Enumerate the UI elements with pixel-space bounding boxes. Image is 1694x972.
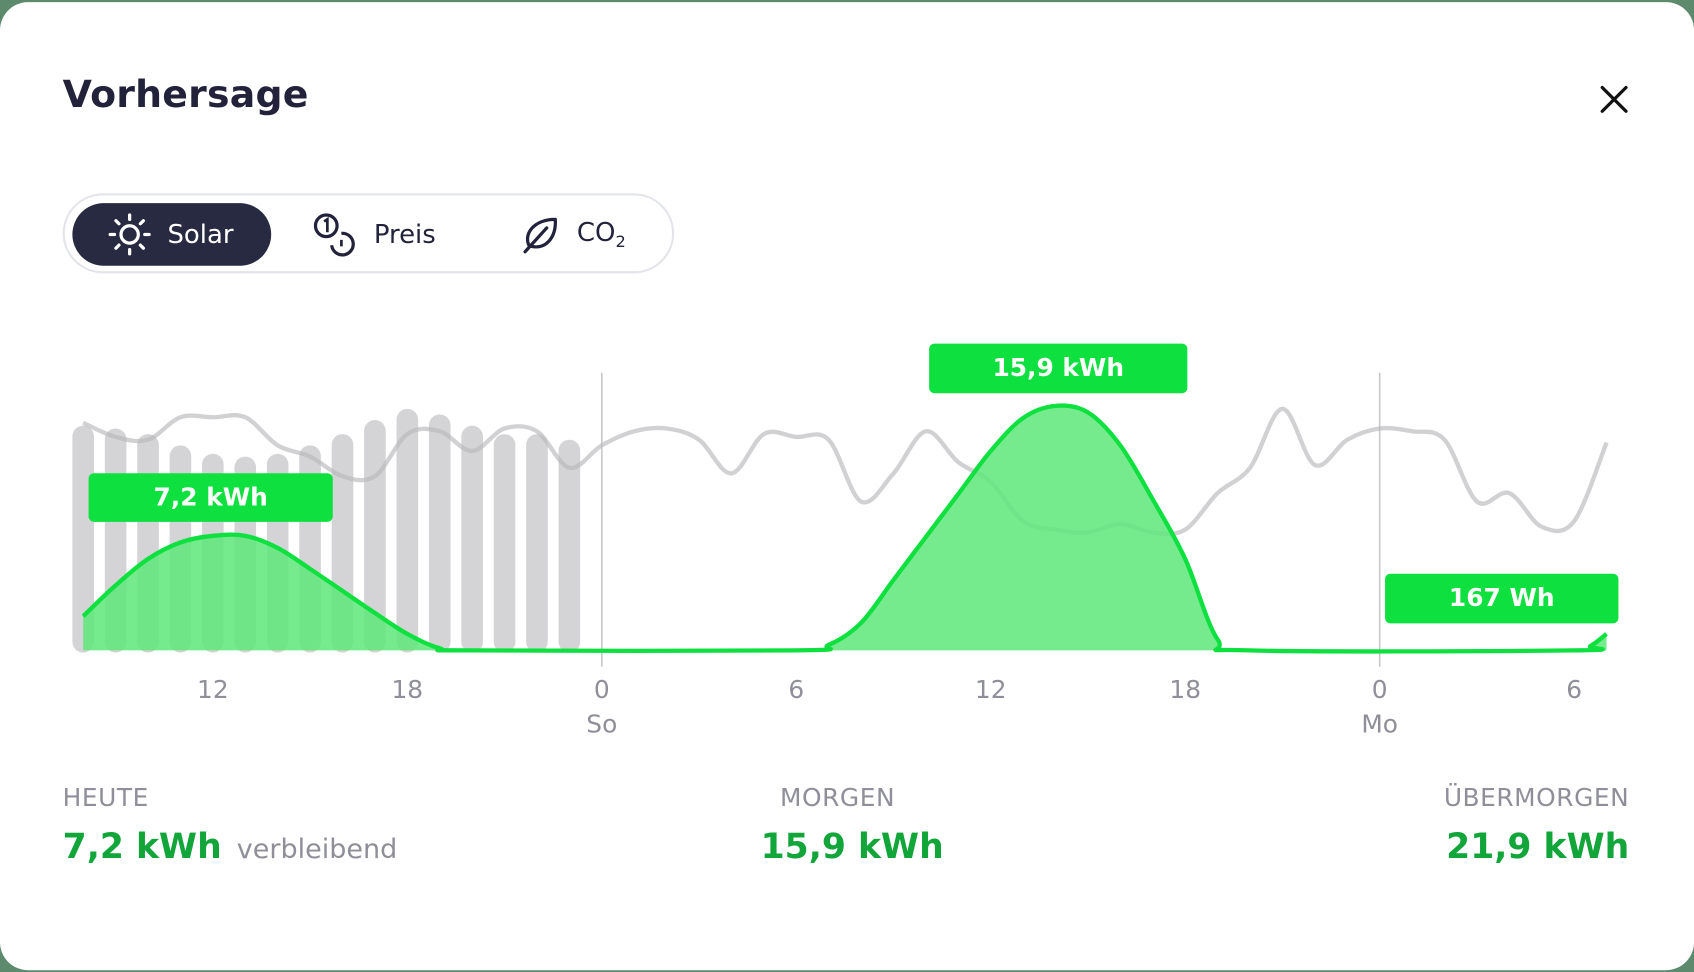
tab-solar-label: Solar bbox=[167, 219, 234, 250]
x-tick-label: 12 bbox=[974, 676, 1007, 705]
tab-solar[interactable]: Solar bbox=[72, 203, 272, 266]
x-tick-label: 6 bbox=[788, 676, 805, 705]
x-day-label: So bbox=[586, 710, 618, 739]
reference-line bbox=[82, 406, 1609, 536]
annotation-today: 7,2 kWh bbox=[88, 473, 333, 522]
summary-day-after-value: 21,9 kWh bbox=[1446, 825, 1630, 867]
summary-tomorrow-label: MORGEN bbox=[780, 784, 896, 813]
summary-day-after-label: ÜBERMORGEN bbox=[1443, 784, 1630, 813]
reference-bar bbox=[461, 425, 483, 653]
sun-icon bbox=[108, 213, 151, 256]
x-tick-label: 0 bbox=[593, 676, 610, 705]
reference-bar bbox=[526, 434, 548, 653]
x-day-label: Mo bbox=[1361, 710, 1398, 739]
x-tick-label: 18 bbox=[391, 676, 424, 705]
tab-co2[interactable]: CO2 bbox=[519, 203, 659, 266]
summary-today-label: HEUTE bbox=[62, 784, 149, 813]
tab-preis-label: Preis bbox=[373, 219, 436, 250]
tab-preis[interactable]: Preis bbox=[311, 203, 473, 266]
tab-co2-label: CO2 bbox=[576, 217, 626, 252]
reference-bar bbox=[558, 439, 581, 653]
reference-bar bbox=[428, 414, 451, 653]
x-tick-label: 18 bbox=[1169, 676, 1202, 705]
leaf-icon bbox=[523, 217, 557, 254]
solar-line bbox=[81, 403, 1608, 654]
x-tick-label: 0 bbox=[1371, 676, 1388, 705]
summary-tomorrow-value: 15,9 kWh bbox=[760, 825, 944, 867]
coins-icon bbox=[313, 213, 355, 257]
x-tick-label: 6 bbox=[1566, 676, 1583, 705]
x-tick-label: 12 bbox=[197, 676, 229, 705]
dialog-title: Vorhersage bbox=[62, 73, 309, 117]
close-icon bbox=[1600, 85, 1628, 113]
reference-bar bbox=[396, 408, 419, 653]
close-button[interactable] bbox=[1593, 78, 1636, 121]
summary-today-value: 7,2 kWh verbleibend bbox=[62, 825, 398, 867]
reference-bar bbox=[493, 434, 516, 653]
annotation-day-after: 167 Wh bbox=[1385, 573, 1619, 624]
view-switcher: Solar Preis CO2 bbox=[62, 193, 675, 274]
solar-area bbox=[83, 405, 1607, 652]
annotation-tomorrow: 15,9 kWh bbox=[929, 343, 1188, 394]
